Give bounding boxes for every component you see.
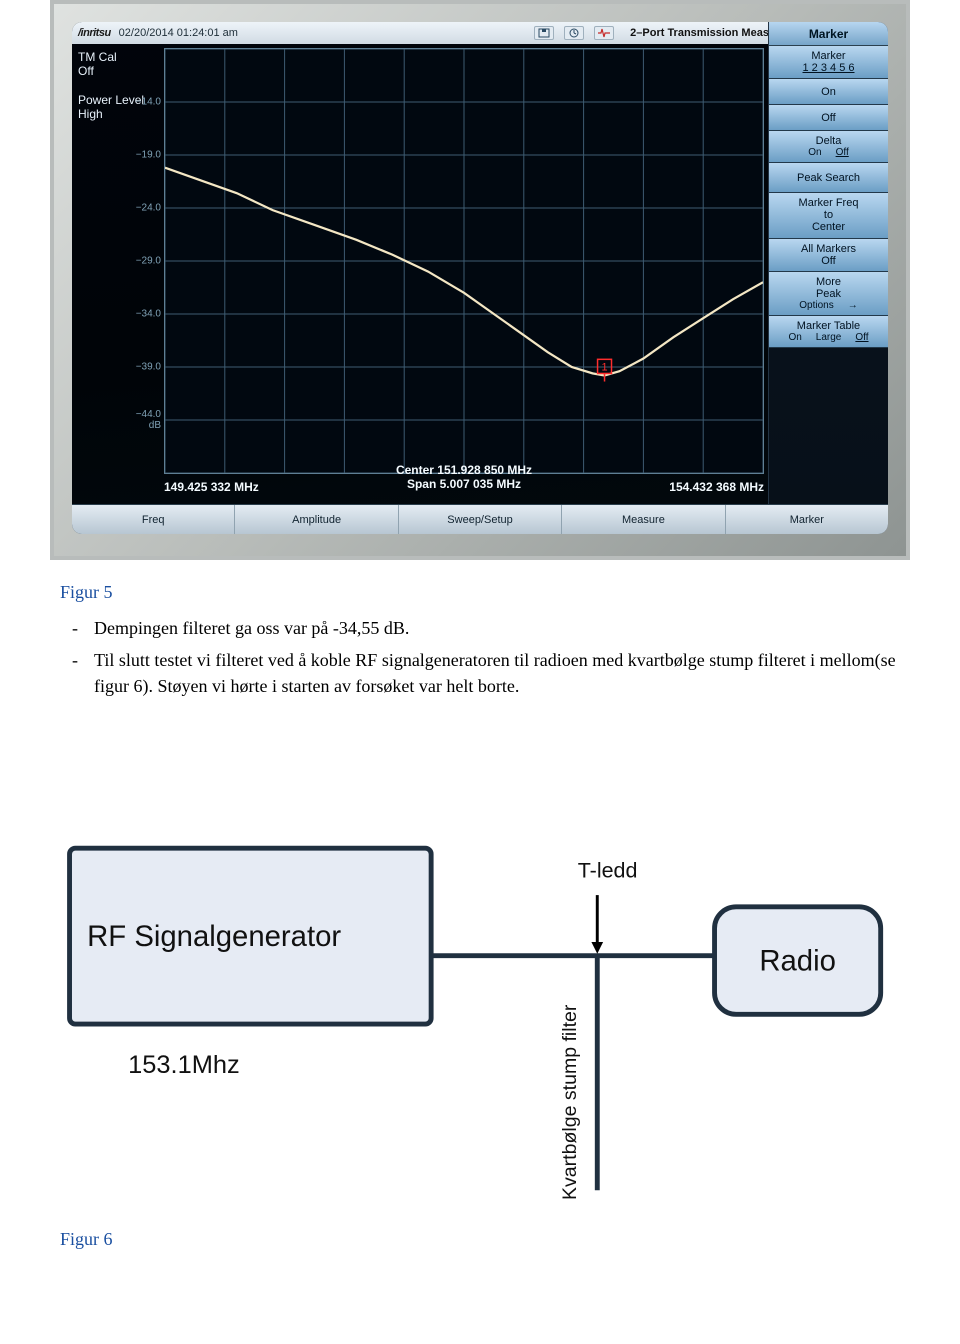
mf-label: Marker Freq [799,197,859,209]
svg-text:1: 1 [601,361,607,373]
diagram-svg: RF Signalgenerator 153.1Mhz Radio T-ledd Kva… [50,755,910,1215]
arrow-icon: → [848,300,858,311]
plot-area: 1 −14.0−19.0−24.0−29.0−34.0−39.0−44.0 dB [164,48,764,474]
svg-text:RF Signalgenerator: RF Signalgenerator [87,920,341,953]
table-off: Off [855,332,868,343]
marker-table-label: Marker Table [797,320,860,332]
span-freq: Span 5.007 035 MHz [396,478,532,492]
more-label: More [816,276,841,288]
document-text: Figur 5 Dempingen filteret ga oss var på… [50,560,910,715]
clock-icon[interactable] [564,26,584,40]
port-mode-label: 2–Port Transmission Meas. [630,27,772,39]
table-large: Large [816,332,842,343]
analyzer-photo: /inritsu 02/20/2014 01:24:01 am 2–Port T… [50,0,910,560]
analyzer-screen: /inritsu 02/20/2014 01:24:01 am 2–Port T… [72,22,888,534]
all-markers-label: All Markers [801,243,856,255]
y-tick-label: −44.0 dB [125,409,161,431]
soft-key-row: Freq Amplitude Sweep/Setup Measure Marke… [72,504,888,534]
softkey-amplitude[interactable]: Amplitude [235,505,398,534]
block-diagram: RF Signalgenerator 153.1Mhz Radio T-ledd Kva… [50,755,910,1215]
center-span: Center 151.928 850 MHz Span 5.007 035 MH… [396,464,532,492]
y-tick-label: −19.0 [125,150,161,161]
softkey-sweep[interactable]: Sweep/Setup [399,505,562,534]
observation-list: Dempingen filteret ga oss var på -34,55 … [60,615,900,699]
top-icon-group [534,26,614,40]
list-item: Dempingen filteret ga oss var på -34,55 … [94,615,900,641]
all-markers-off: Off [821,255,835,267]
tm-cal-label: TM Cal [78,50,160,64]
svg-text:T-ledd: T-ledd [578,859,638,883]
start-freq: 149.425 332 MHz [164,480,259,494]
softkey-freq[interactable]: Freq [72,505,235,534]
power-value: High [78,107,160,121]
center-freq: Center 151.928 850 MHz [396,464,532,478]
marker-select-label: Marker [811,50,845,62]
tm-cal-status: TM Cal Off [78,50,160,79]
y-tick-label: −14.0 [125,97,161,108]
delta-button[interactable]: Delta On Off [769,131,888,163]
marker-off-button[interactable]: Off [769,105,888,131]
y-tick-label: −24.0 [125,203,161,214]
peak-search-button[interactable]: Peak Search [769,163,888,193]
y-tick-label: −29.0 [125,256,161,267]
svg-text:Radio: Radio [759,945,836,978]
menu-header: Marker [769,22,888,46]
left-status-column: TM Cal Off Power Level High [78,50,160,136]
mf-to: to [824,209,833,221]
freq-labels: 149.425 332 MHz Center 151.928 850 MHz S… [164,474,764,502]
svg-text:Kvartbølge stump filter: Kvartbølge stump filter [559,1004,581,1200]
right-menu: Marker Marker 1 2 3 4 5 6 On Off Delta O… [768,22,888,506]
pulse-icon[interactable] [594,26,614,40]
trace-chart: 1 [165,49,763,473]
table-on: On [788,332,801,343]
marker-on-button[interactable]: On [769,79,888,105]
marker-select-button[interactable]: Marker 1 2 3 4 5 6 [769,46,888,79]
figure-5-caption: Figur 5 [60,582,900,603]
anritsu-logo: /inritsu [78,27,111,39]
y-tick-label: −34.0 [125,309,161,320]
analyzer-top-bar: /inritsu 02/20/2014 01:24:01 am 2–Port T… [72,22,888,44]
peak-label: Peak [816,288,841,300]
svg-text:153.1Mhz: 153.1Mhz [128,1051,240,1079]
delta-label: Delta [816,135,842,147]
y-tick-label: −39.0 [125,362,161,373]
delta-on: On [808,147,821,158]
list-item: Til slutt testet vi filteret ved å koble… [94,647,900,699]
options-label: Options [799,300,833,311]
figure-6-caption: Figur 6 [50,1225,910,1250]
softkey-measure[interactable]: Measure [562,505,725,534]
tm-cal-value: Off [78,64,160,78]
softkey-marker[interactable]: Marker [726,505,888,534]
delta-off: Off [836,147,849,158]
save-icon[interactable] [534,26,554,40]
datetime-label: 02/20/2014 01:24:01 am [119,27,238,39]
stop-freq: 154.432 368 MHz [669,480,764,494]
all-markers-button[interactable]: All Markers Off [769,239,888,272]
marker-table-button[interactable]: Marker Table On Large Off [769,316,888,348]
marker-numbers: 1 2 3 4 5 6 [803,62,855,74]
mf-center: Center [812,221,845,233]
more-peak-button[interactable]: More Peak Options → [769,272,888,316]
marker-to-center-button[interactable]: Marker Freq to Center [769,193,888,238]
